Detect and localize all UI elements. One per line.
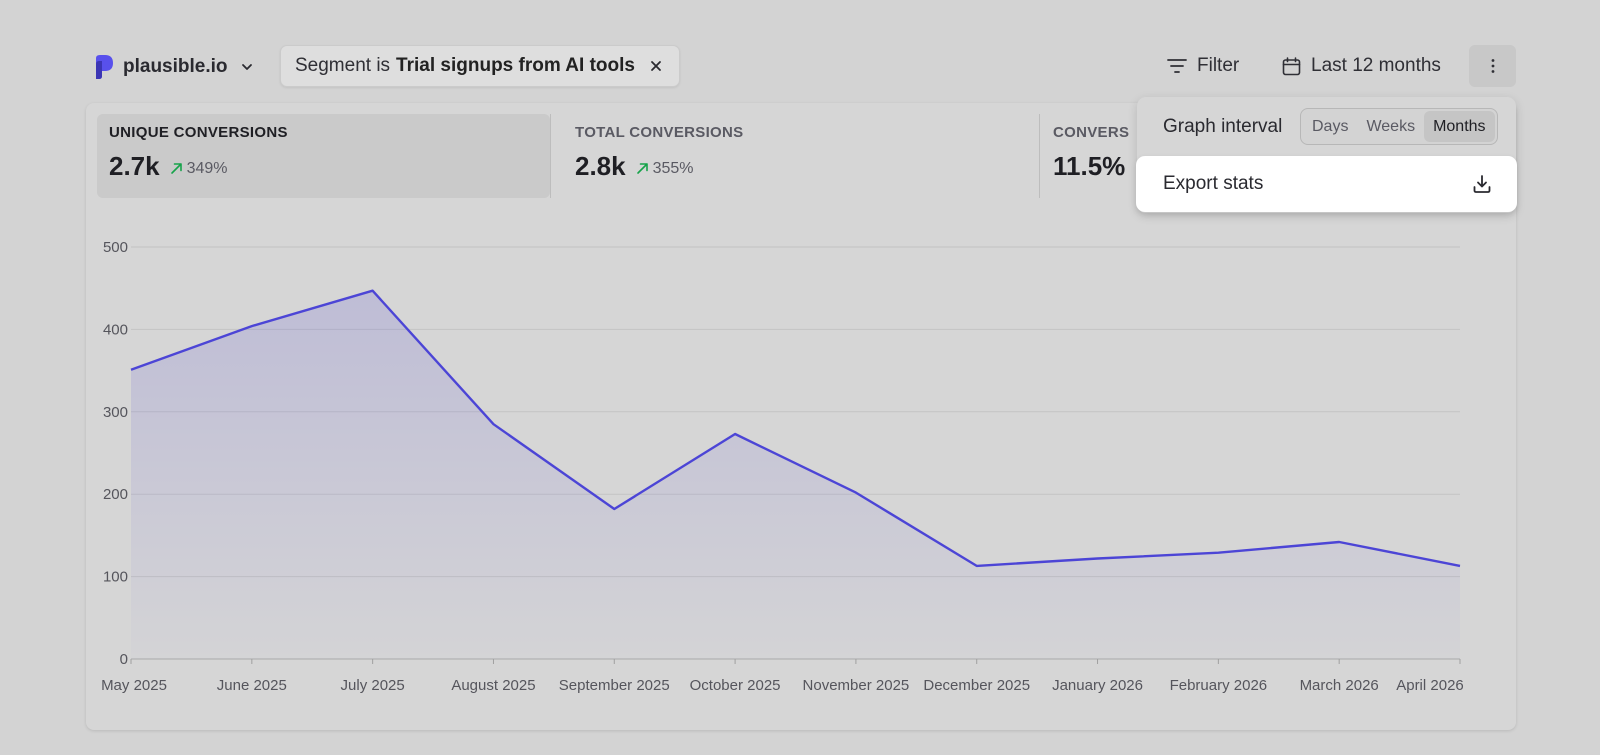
export-stats-button[interactable]: Export stats (1136, 156, 1517, 212)
metric-label: CONVERS (1053, 124, 1130, 141)
y-tick-label: 100 (103, 569, 128, 586)
chart-area-fill (131, 290, 1460, 659)
plausible-logo-icon (96, 55, 113, 79)
kebab-menu-icon (1491, 59, 1494, 73)
arrow-up-right-icon (636, 163, 648, 174)
y-tick-label: 500 (103, 239, 128, 256)
chart-series-line (130, 289, 1461, 568)
segment-prefix: Segment is (295, 55, 391, 76)
metric-label: UNIQUE CONVERSIONS (109, 124, 288, 141)
top-bar: plausible.io Segment is Trial signups fr… (86, 45, 1516, 89)
export-stats-label: Export stats (1163, 173, 1264, 194)
metric-total-conversions[interactable]: TOTAL CONVERSIONS 2.8k 355% (563, 114, 1033, 198)
metric-conversion-rate[interactable]: CONVERS 11.5% (1041, 114, 1241, 198)
x-tick-label: July 2025 (341, 677, 405, 694)
site-name: plausible.io (123, 56, 228, 77)
x-tick-label: June 2025 (217, 677, 287, 694)
close-icon[interactable] (649, 59, 663, 73)
interval-option-days[interactable]: Days (1312, 117, 1349, 135)
metric-divider (550, 114, 551, 198)
options-dropdown: Graph interval Days Weeks Months Export … (1136, 97, 1517, 213)
calendar-icon (1282, 56, 1301, 75)
more-options-button[interactable] (1469, 45, 1516, 87)
x-tick-label: May 2025 (101, 677, 167, 694)
x-tick-label: February 2026 (1170, 677, 1268, 694)
x-tick-label: October 2025 (690, 677, 781, 694)
period-picker[interactable]: Last 12 months (1282, 45, 1441, 87)
metric-label: TOTAL CONVERSIONS (575, 124, 744, 141)
x-tick-label: November 2025 (803, 677, 910, 694)
metric-value: 2.8k (575, 151, 626, 181)
interval-option-weeks[interactable]: Weeks (1366, 117, 1416, 135)
y-tick-label: 300 (103, 404, 128, 421)
metric-change: 355% (636, 160, 694, 178)
conversions-chart: May 2025 June 2025 July 2025 August 2025 Sep… (101, 239, 1464, 694)
download-icon (1473, 175, 1491, 193)
arrow-up-right-icon (170, 163, 182, 174)
segment-filter-chip[interactable]: Segment is Trial signups from AI tools (280, 45, 680, 87)
metric-value: 11.5% (1053, 151, 1126, 181)
metric-change-value: 349% (186, 159, 228, 177)
metric-value: 2.7k (109, 151, 160, 181)
segment-name: Trial signups from AI tools (396, 55, 635, 76)
metric-change-value: 355% (652, 159, 694, 177)
y-tick-label: 400 (103, 321, 128, 338)
filter-label: Filter (1197, 55, 1240, 76)
site-switcher[interactable]: plausible.io (94, 45, 254, 89)
interval-option-months[interactable]: Months (1424, 111, 1495, 142)
filter-icon (1167, 59, 1187, 73)
chevron-down-icon (241, 64, 252, 70)
x-tick-label: January 2026 (1052, 677, 1143, 694)
y-tick-label: 200 (103, 486, 128, 503)
graph-interval-label: Graph interval (1163, 116, 1283, 137)
filter-button[interactable]: Filter (1167, 45, 1239, 87)
x-tick-label: September 2025 (559, 677, 670, 694)
period-label: Last 12 months (1311, 55, 1441, 76)
x-tick-label: August 2025 (451, 677, 535, 694)
metric-divider (1039, 114, 1040, 198)
x-tick-label: December 2025 (923, 677, 1030, 694)
metric-unique-conversions[interactable]: UNIQUE CONVERSIONS 2.7k 349% (97, 114, 550, 198)
y-tick-label: 0 (120, 651, 128, 668)
metric-change: 349% (170, 160, 228, 178)
x-tick-label: April 2026 (1396, 677, 1464, 694)
x-tick-label: March 2026 (1300, 677, 1379, 694)
graph-interval-selector: Days Weeks Months (1300, 108, 1498, 145)
